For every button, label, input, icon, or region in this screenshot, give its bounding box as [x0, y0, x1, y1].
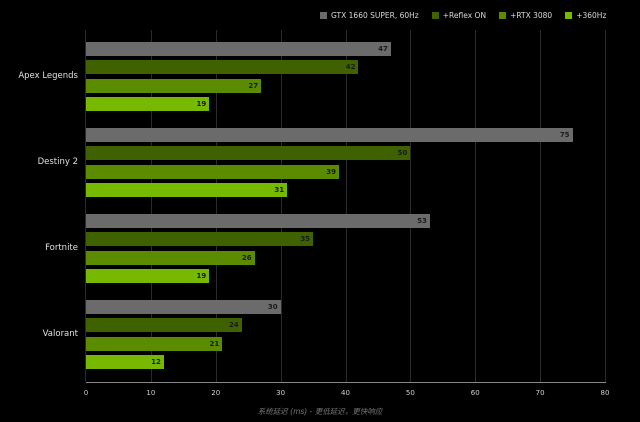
- bar-value-label: 30: [267, 303, 278, 311]
- x-tick-label: 60: [470, 389, 480, 397]
- bar-value-label: 42: [345, 63, 356, 72]
- bar-value-label: 35: [300, 235, 311, 244]
- gridline: [475, 30, 477, 382]
- bar-value-label: 27: [248, 81, 259, 90]
- bar-value-label: 21: [209, 339, 220, 348]
- category-label: Apex Legends: [18, 71, 78, 81]
- bar: 31: [86, 182, 288, 197]
- legend-swatch-icon: [431, 12, 439, 19]
- legend-item: +RTX 3080: [499, 11, 552, 20]
- x-axis-label: 系统延迟 (ms) - 更低延迟，更快响应: [257, 407, 383, 416]
- gridline: [150, 30, 152, 382]
- gridline: [215, 30, 217, 382]
- bar: 24: [86, 318, 242, 333]
- gridline: [280, 30, 282, 382]
- x-tick-label: 0: [83, 389, 89, 397]
- bar: 26: [86, 250, 255, 265]
- x-tick-label: 70: [535, 389, 545, 397]
- legend-label: +RTX 3080: [510, 11, 553, 20]
- category-label: Destiny 2: [37, 157, 78, 167]
- bar-value-label: 31: [274, 185, 285, 194]
- x-tick-label: 50: [405, 389, 415, 397]
- legend-item: GTX 1660 SUPER, 60Hz: [320, 11, 419, 20]
- legend-label: +Reflex ON: [442, 11, 487, 20]
- legend-swatch-icon: [499, 12, 507, 19]
- legend-swatch-icon: [320, 12, 327, 19]
- plot-area: 47 42 27 19 75 50 39 31 53 35 26 19 30 24 21 12: [86, 30, 606, 382]
- bar: 19: [86, 96, 210, 111]
- bar-value-label: 75: [559, 131, 570, 139]
- x-axis-line: [86, 382, 606, 383]
- bar: 47: [86, 42, 391, 56]
- bar-value-label: 12: [151, 357, 161, 366]
- bar: 21: [86, 336, 223, 351]
- gridline: [410, 30, 412, 382]
- bar-value-label: 39: [326, 167, 336, 176]
- bar: 19: [86, 268, 210, 283]
- category-label: Fortnite: [45, 243, 78, 253]
- bar: 35: [86, 232, 314, 247]
- gridline: [345, 30, 347, 382]
- bar-value-label: 47: [378, 45, 388, 53]
- bar: 53: [86, 214, 430, 228]
- bar: 12: [86, 354, 164, 369]
- bar: 50: [86, 146, 411, 161]
- y-axis-line: [85, 30, 86, 382]
- bar-value-label: 26: [241, 253, 252, 262]
- x-tick-label: 20: [211, 389, 221, 397]
- category-label: Valorant: [42, 329, 78, 339]
- bar: 75: [86, 128, 573, 142]
- gridline: [540, 30, 542, 382]
- bar: 42: [86, 60, 359, 75]
- chart-legend: GTX 1660 SUPER, 60Hz +Reflex ON +RTX 3080 +…: [320, 11, 619, 20]
- legend-swatch-icon: [565, 12, 573, 19]
- bar-value-label: 50: [397, 149, 408, 158]
- x-tick-label: 80: [600, 389, 610, 397]
- x-tick-label: 40: [341, 389, 350, 397]
- bar: 39: [86, 164, 339, 179]
- legend-item: +Reflex ON: [431, 11, 487, 20]
- gridline: [605, 30, 606, 382]
- x-tick-label: 10: [146, 389, 156, 397]
- bar: 30: [86, 300, 281, 314]
- bar-value-label: 19: [196, 271, 207, 280]
- bar-value-label: 24: [228, 321, 239, 330]
- legend-label: GTX 1660 SUPER, 60Hz: [331, 11, 419, 20]
- legend-label: +360Hz: [576, 11, 607, 20]
- legend-item: +360Hz: [565, 11, 606, 20]
- bar-value-label: 53: [417, 217, 427, 225]
- bar-value-label: 19: [196, 99, 207, 108]
- x-tick-label: 30: [276, 389, 286, 397]
- bar: 27: [86, 78, 262, 93]
